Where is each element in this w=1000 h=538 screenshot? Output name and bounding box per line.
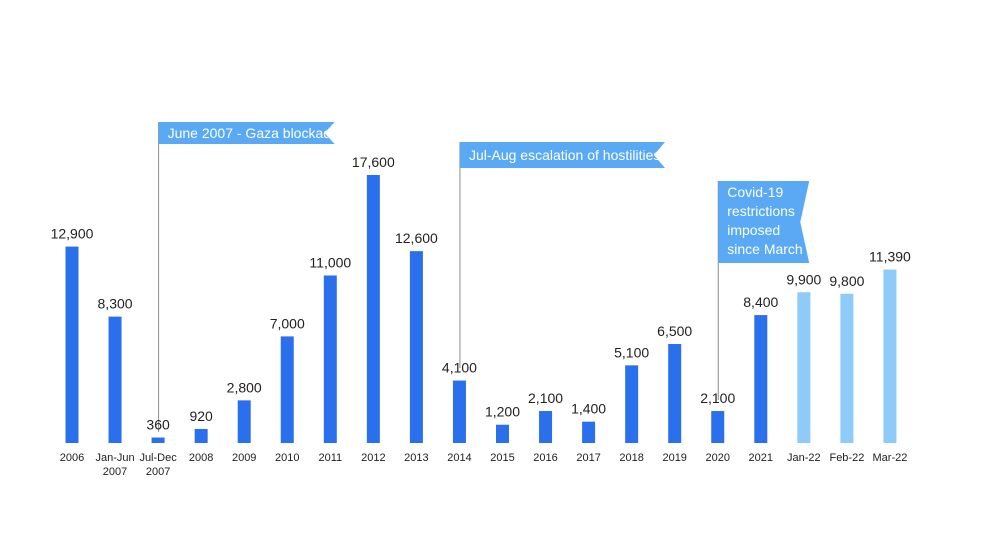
value-label-feb-22: 9,800 — [829, 273, 864, 289]
value-label-2012: 17,600 — [352, 154, 395, 170]
tick-label-2014: 2014 — [447, 452, 471, 464]
value-label-jan-jun-2007: 8,300 — [98, 296, 133, 312]
bar-jan-jun-2007 — [108, 316, 122, 443]
bar-feb-22 — [840, 293, 854, 443]
bar-2019 — [668, 344, 682, 443]
value-label-2020: 2,100 — [700, 390, 735, 406]
annotation-june-2007-gaza-blockade: June 2007 - Gaza blockade — [158, 122, 339, 432]
tick-label-2019: 2019 — [662, 452, 686, 464]
tick-label-jan-22: Jan-22 — [787, 452, 821, 464]
bar-2016 — [539, 411, 553, 443]
bar-2018 — [625, 365, 639, 443]
bar-2012 — [366, 175, 380, 443]
value-label-jan-22: 9,900 — [786, 271, 821, 287]
bar-2006 — [65, 246, 79, 443]
annotation-text: restrictions — [727, 203, 795, 219]
annotation-covid-19: Covid-19 restrictions imposed since March — [717, 181, 810, 400]
tick-label-2020: 2020 — [706, 452, 730, 464]
value-labels-layer: 12,900 8,300 360 920 2,800 7,000 11,000 17,600 1… — [51, 154, 911, 433]
tick-label-2017: 2017 — [576, 452, 600, 464]
bar-jul-dec-2007 — [151, 437, 165, 443]
tick-label-2009: 2009 — [232, 452, 256, 464]
value-label-2017: 1,400 — [571, 401, 606, 417]
tick-label-mar-22: Mar-22 — [873, 452, 908, 464]
annotation-layer: June 2007 - Gaza blockade Jul-Aug escalat… — [158, 122, 810, 432]
value-label-mar-22: 11,390 — [869, 249, 911, 265]
tick-label-jul-dec-2007: Jul-Dec 2007 — [139, 452, 177, 478]
annotation-text: Jul-Aug escalation of hostilities — [469, 147, 660, 163]
bar-2011 — [323, 275, 337, 443]
value-label-2010: 7,000 — [270, 315, 305, 331]
tick-label-2012: 2012 — [361, 452, 385, 464]
value-label-2018: 5,100 — [614, 344, 649, 360]
value-label-2015: 1,200 — [485, 404, 520, 420]
bar-2017 — [582, 421, 596, 443]
annotation-flag — [158, 122, 335, 144]
bar-2021 — [754, 315, 768, 443]
value-label-2011: 11,000 — [309, 255, 351, 271]
tick-label-2010: 2010 — [275, 452, 299, 464]
annotation-text: June 2007 - Gaza blockade — [168, 125, 339, 141]
bar-2015 — [496, 424, 509, 443]
bar-2013 — [409, 251, 423, 443]
value-label-2019: 6,500 — [657, 323, 692, 339]
annotation-text: Covid-19 — [727, 184, 783, 200]
annotation-flag — [459, 142, 665, 168]
tick-label-2021: 2021 — [749, 452, 773, 464]
bar-2009 — [237, 400, 251, 443]
tick-label-feb-22: Feb-22 — [829, 452, 864, 464]
tick-label-jan-jun-2007: Jan-Jun 2007 — [95, 452, 134, 478]
value-label-2014: 4,100 — [442, 360, 477, 376]
annotation-flag — [718, 181, 810, 263]
tick-label-2015: 2015 — [490, 452, 514, 464]
tick-label-2011: 2011 — [318, 452, 342, 464]
bar-2020 — [711, 411, 725, 443]
tick-label-2006: 2006 — [60, 452, 84, 464]
bars-layer — [65, 175, 897, 443]
bar-2014 — [452, 380, 466, 443]
value-label-2006: 12,900 — [51, 226, 94, 242]
value-label-2021: 8,400 — [743, 294, 778, 310]
value-label-2016: 2,100 — [528, 390, 563, 406]
tick-label-2016: 2016 — [533, 452, 557, 464]
bar-jan-22 — [797, 292, 811, 443]
bar-2010 — [280, 336, 294, 443]
value-label-2009: 2,800 — [227, 379, 262, 395]
tick-label-2018: 2018 — [619, 452, 643, 464]
tick-label-2013: 2013 — [404, 452, 428, 464]
value-label-2008: 920 — [189, 408, 213, 424]
bar-mar-22 — [883, 269, 897, 443]
annotation-text: since March — [727, 241, 802, 257]
value-label-jul-dec-2007: 360 — [146, 417, 170, 433]
annotation-text: imposed — [727, 222, 780, 238]
annotation-jul-aug-escalation-of-ho: Jul-Aug escalation of hostilities — [459, 142, 665, 368]
tick-label-2008: 2008 — [189, 452, 213, 464]
bar-2008 — [194, 428, 208, 443]
value-label-2013: 12,600 — [395, 230, 438, 246]
